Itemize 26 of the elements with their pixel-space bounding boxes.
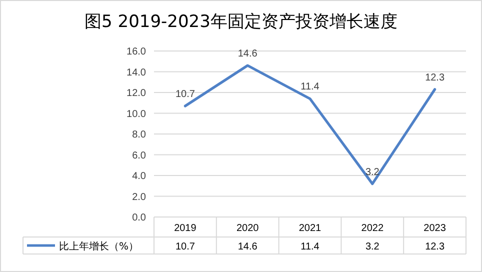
x-tick-label: 2021 bbox=[298, 223, 322, 234]
data-label: 10.7 bbox=[175, 242, 196, 252]
legend-label: 比上年增长（%） bbox=[59, 240, 139, 252]
data-label: 12.3 bbox=[425, 242, 445, 252]
x-tick-label: 2023 bbox=[424, 223, 446, 234]
y-tick-label: 0.0 bbox=[132, 212, 146, 224]
y-tick-label: 4.0 bbox=[132, 171, 146, 182]
y-tick-label: 16.0 bbox=[126, 46, 146, 58]
y-tick-label: 10.0 bbox=[126, 108, 146, 120]
annotation: 14.6 bbox=[238, 48, 258, 60]
annotation: 11.4 bbox=[300, 82, 320, 93]
x-tick-label: 2022 bbox=[361, 223, 384, 234]
y-tick-label: 8.0 bbox=[132, 130, 146, 140]
annotation: 12.3 bbox=[425, 72, 445, 84]
y-tick-label: 2.0 bbox=[132, 192, 146, 203]
x-tick-label: 2020 bbox=[236, 223, 260, 234]
annotation: 3.2 bbox=[365, 166, 380, 178]
x-tick-label: 2019 bbox=[174, 223, 197, 234]
data-label: 11.4 bbox=[300, 242, 320, 252]
data-label: 14.6 bbox=[238, 242, 258, 252]
annotation: 10.7 bbox=[175, 88, 196, 100]
y-tick-label: 14.0 bbox=[126, 67, 146, 78]
chart-title: 图5 2019-2023年固定资产投资增长速度 bbox=[84, 12, 398, 32]
y-tick-label: 12.0 bbox=[126, 88, 146, 99]
y-tick-label: 6.0 bbox=[132, 150, 146, 162]
data-label: 3.2 bbox=[365, 242, 380, 252]
